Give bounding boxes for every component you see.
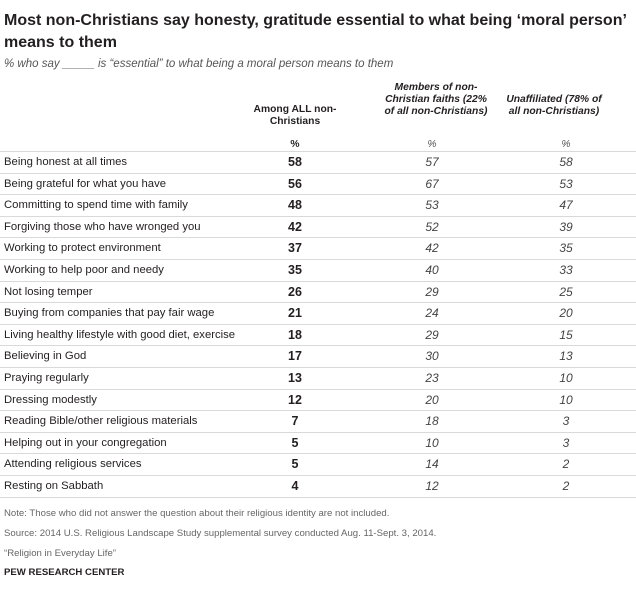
value-cell-col1: 5 bbox=[291, 435, 299, 450]
value-cell-col3: 25 bbox=[559, 284, 573, 299]
value-cell-col1: 35 bbox=[288, 262, 302, 277]
row-label: Helping out in your congregation bbox=[4, 436, 167, 449]
value-cell-col1: 37 bbox=[288, 241, 302, 256]
value-cell-col3: 35 bbox=[559, 241, 573, 256]
table-row: Believing in God 17 30 13 bbox=[0, 345, 636, 367]
table-row: Committing to spend time with family 48 53… bbox=[0, 194, 636, 216]
value-cell-col1: 58 bbox=[288, 155, 302, 169]
value-cell-col2: 20 bbox=[425, 392, 439, 407]
value-cell-col3: 53 bbox=[559, 176, 573, 191]
column-header-unaffiliated: Unaffiliated (78% of all non-Christians) bbox=[506, 94, 602, 117]
value-cell-col2: 24 bbox=[425, 306, 439, 321]
value-cell-col3: 2 bbox=[562, 457, 570, 472]
value-cell-col2: 14 bbox=[425, 457, 439, 472]
source-note: Source: 2014 U.S. Religious Landscape St… bbox=[4, 528, 437, 539]
table-row: Praying regularly 13 23 10 bbox=[0, 366, 636, 389]
value-cell-col3: 33 bbox=[559, 262, 573, 277]
percent-symbol-col1: % bbox=[290, 139, 300, 150]
value-cell-col2: 57 bbox=[425, 155, 439, 169]
value-cell-col1: 48 bbox=[288, 198, 302, 213]
row-label: Committing to spend time with family bbox=[4, 199, 188, 212]
value-cell-col1: 21 bbox=[288, 306, 302, 321]
value-cell-col2: 10 bbox=[425, 435, 439, 450]
value-cell-col3: 58 bbox=[559, 155, 573, 169]
table-row: Reading Bible/other religious materials 7… bbox=[0, 410, 636, 432]
value-cell-col3: 39 bbox=[559, 219, 573, 234]
value-cell-col3: 10 bbox=[559, 370, 573, 385]
value-cell-col3: 10 bbox=[559, 392, 573, 407]
value-cell-col2: 29 bbox=[425, 284, 439, 299]
value-cell-col2: 18 bbox=[425, 414, 439, 429]
table-row: Attending religious services 5 14 2 bbox=[0, 453, 636, 475]
value-cell-col2: 67 bbox=[425, 176, 439, 191]
percent-symbol-col2: % bbox=[427, 139, 437, 150]
value-cell-col1: 17 bbox=[288, 349, 302, 364]
value-cell-col2: 23 bbox=[425, 370, 439, 385]
value-cell-col2: 12 bbox=[425, 478, 439, 493]
footnote: Note: Those who did not answer the quest… bbox=[4, 508, 390, 519]
table-row: Being honest at all times 58 57 58 bbox=[0, 151, 636, 173]
report-title: “Religion in Everyday Life” bbox=[4, 548, 116, 559]
table-bottom-rule bbox=[0, 497, 636, 498]
value-cell-col3: 3 bbox=[562, 435, 570, 450]
value-cell-col2: 52 bbox=[425, 219, 439, 234]
table-row: Living healthy lifestyle with good diet,… bbox=[0, 323, 636, 346]
row-label: Working to protect environment bbox=[4, 242, 161, 255]
row-label: Forgiving those who have wronged you bbox=[4, 220, 201, 233]
table-row: Dressing modestly 12 20 10 bbox=[0, 388, 636, 411]
value-cell-col3: 20 bbox=[559, 306, 573, 321]
column-header-non-christian-faiths: Members of non-Christian faiths (22% of … bbox=[384, 82, 488, 117]
value-cell-col3: 3 bbox=[562, 414, 570, 429]
chart-title: Most non-Christians say honesty, gratitu… bbox=[4, 12, 627, 51]
row-label: Not losing temper bbox=[4, 285, 93, 298]
chart-subtitle: % who say _____ is “essential” to what b… bbox=[4, 58, 394, 70]
row-label: Dressing modestly bbox=[4, 393, 97, 406]
row-label: Resting on Sabbath bbox=[4, 479, 104, 492]
value-cell-col1: 12 bbox=[288, 392, 302, 407]
table-row: Working to protect environment 37 42 35 bbox=[0, 237, 636, 259]
table-row: Working to help poor and needy 35 40 33 bbox=[0, 258, 636, 281]
value-cell-col1: 5 bbox=[291, 457, 299, 472]
row-label: Reading Bible/other religious materials bbox=[4, 415, 198, 428]
table-row: Helping out in your congregation 5 10 3 bbox=[0, 431, 636, 454]
row-label: Buying from companies that pay fair wage bbox=[4, 307, 215, 320]
row-label: Being grateful for what you have bbox=[4, 177, 167, 190]
table-row: Being grateful for what you have 56 67 53 bbox=[0, 172, 636, 195]
value-cell-col2: 29 bbox=[425, 327, 439, 342]
table-row: Not losing temper 26 29 25 bbox=[0, 280, 636, 303]
row-label: Being honest at all times bbox=[4, 156, 128, 168]
table-row: Resting on Sabbath 4 12 2 bbox=[0, 474, 636, 497]
row-label: Believing in God bbox=[4, 350, 87, 363]
row-label: Working to help poor and needy bbox=[4, 263, 164, 276]
value-cell-col2: 53 bbox=[425, 198, 439, 213]
value-cell-col1: 42 bbox=[288, 219, 302, 234]
value-cell-col1: 13 bbox=[288, 370, 302, 385]
value-cell-col2: 30 bbox=[425, 349, 439, 364]
percent-symbol-col3: % bbox=[561, 139, 571, 150]
organization-name: PEW RESEARCH CENTER bbox=[4, 567, 125, 578]
table-row: Buying from companies that pay fair wage… bbox=[0, 302, 636, 324]
value-cell-col1: 56 bbox=[288, 176, 302, 191]
value-cell-col1: 26 bbox=[288, 284, 302, 299]
value-cell-col3: 15 bbox=[559, 327, 573, 342]
row-label: Living healthy lifestyle with good diet,… bbox=[4, 328, 236, 341]
value-cell-col1: 4 bbox=[291, 478, 299, 493]
table-row: Forgiving those who have wronged you 42 52… bbox=[0, 215, 636, 238]
value-cell-col1: 18 bbox=[288, 327, 302, 342]
row-label: Attending religious services bbox=[4, 458, 142, 471]
value-cell-col2: 42 bbox=[425, 241, 439, 256]
value-cell-col3: 47 bbox=[559, 198, 573, 213]
column-header-all-non-christians: Among ALL non-Christians bbox=[253, 104, 337, 127]
value-cell-col1: 7 bbox=[291, 414, 299, 429]
value-cell-col3: 13 bbox=[559, 349, 573, 364]
value-cell-col3: 2 bbox=[562, 478, 570, 493]
value-cell-col2: 40 bbox=[425, 262, 439, 277]
data-table: Being honest at all times 58 57 58 Being gra… bbox=[0, 151, 636, 497]
row-label: Praying regularly bbox=[4, 371, 89, 384]
